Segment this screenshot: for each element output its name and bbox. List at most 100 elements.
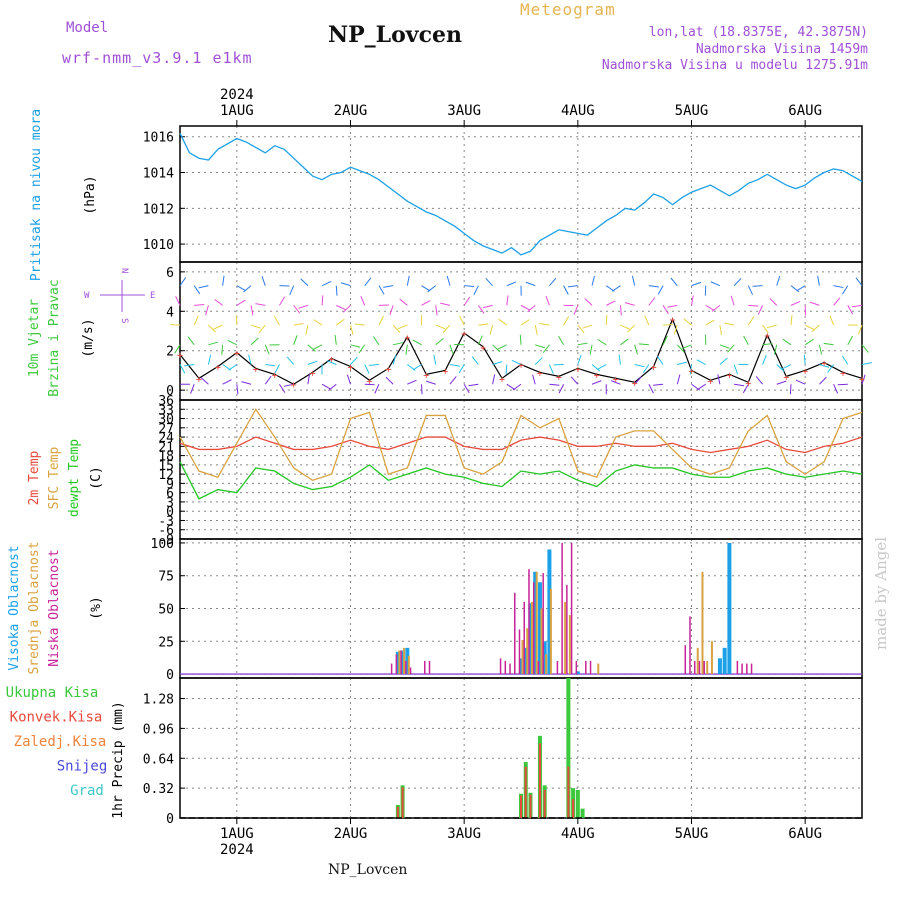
wind-barb [279,296,286,306]
wind-barb [719,357,728,365]
wind-barb [717,374,721,385]
precip-bar [524,766,527,818]
cloud-bar [528,569,530,675]
wind-barb [265,364,276,367]
cloud-bar [693,660,696,675]
wind-barb [497,344,508,350]
wind-barb [724,322,735,326]
cloud-bar [504,660,507,675]
cloud-bar [533,571,538,675]
wind-barb [389,305,394,315]
wind-barb [392,354,397,365]
wind-ylabel-1: 10m Vjetar [27,299,42,377]
bottom-day-label: 1AUG [220,826,254,842]
wind-gust-marker: + [291,380,297,391]
bottom-day-label: 5AUG [675,826,709,842]
wind-barb [274,316,280,326]
wind-barb [214,298,223,306]
wind-barb [334,334,337,345]
temp-panel-ytick-label: 27 [158,422,174,437]
cloud-bar [727,542,732,675]
wind-barb [790,315,793,326]
wind-barb [757,305,763,315]
wind-barb [385,376,394,385]
elevation-label: Nadmorska Visina 1459m [695,42,868,57]
wind-barb [243,285,252,293]
cloud-bar [400,650,402,675]
station-title: NP_Lovcen [328,22,462,48]
wind-gust-marker: + [802,366,808,377]
pressure-ylabel: Pritisak na nivou mora [29,109,44,281]
wind-barb [733,364,739,375]
bottom-day-label: 4AUG [561,826,595,842]
wind-barb [589,344,593,355]
wind-barb [435,324,446,330]
wind-ylabel-2: Brzina i Pravac [47,279,62,396]
wind-barb [837,383,848,386]
wind-barb [631,275,636,286]
wind-barb [861,344,869,353]
temp-panel-ytick-label: 12 [158,468,174,483]
lonlat-label: lon,lat (18.8375E, 42.3875N) [648,25,868,40]
wind-barb [705,304,715,311]
wind-gust-marker: + [329,355,335,366]
wind-barb [534,357,543,365]
top-day-label: 3AUG [447,103,481,119]
wind-barb [511,359,522,365]
wind-barb [611,285,621,292]
wind-barb [221,344,224,355]
wind-barb [222,379,232,385]
wind-barb [790,301,801,306]
temp-panel-ytick-label: 15 [158,459,174,474]
wind-panel-ytick-label: 4 [166,305,174,320]
cloud-bar [405,647,410,675]
wind-barb [261,276,266,286]
cloud-bar [537,660,540,675]
wind-barb [421,285,431,292]
wind-barb [193,285,201,295]
wind-barb [473,285,479,295]
wind-barb [673,324,678,335]
temp-panel-ytick-label: -9 [158,533,174,548]
cloud-bar [532,582,535,675]
wind-barb [573,305,579,315]
wind-barb [397,324,408,330]
wind-barb [697,383,706,391]
cloud-bar [568,615,571,675]
wind-barb [773,344,778,355]
wind-barb [539,323,550,326]
wind-gust-marker: + [177,351,183,362]
wind-panel-ytick-label: 2 [166,345,174,360]
wind-barb [747,316,755,326]
wind-barb [610,380,621,385]
wind-barb [492,374,496,385]
wind-barb [427,285,437,293]
wind-gust-marker: + [253,364,259,375]
wind-barb [313,344,323,350]
wind-barb [335,318,345,326]
wind-barb [236,299,246,306]
cloud-bar [722,647,727,675]
wind-gust-marker: + [215,362,221,373]
wind-barb [326,360,337,365]
wind-gust-marker: + [594,370,600,381]
wind-barb [558,384,565,394]
wind-barb [393,342,403,346]
temp-panel-ytick-label: 6 [166,487,174,502]
wind-barb [591,364,601,372]
wind-barb [776,364,785,372]
cloud-bar [549,588,552,675]
cloud-bar [561,542,563,675]
pressure-panel-ytick-label: 1010 [143,238,174,253]
wind-barb [392,324,401,333]
wind-barb [577,324,585,334]
wind-barb [187,336,195,346]
wind-barb [321,383,331,390]
cloud-bar [409,667,412,675]
wind-barb [449,364,460,367]
cloud-bar [698,660,701,675]
precip-panel-ytick-label: 1.28 [143,693,174,708]
compass-east: E [150,291,155,301]
model-name: wrf-nmm_v3.9.1 e1km [62,49,253,67]
